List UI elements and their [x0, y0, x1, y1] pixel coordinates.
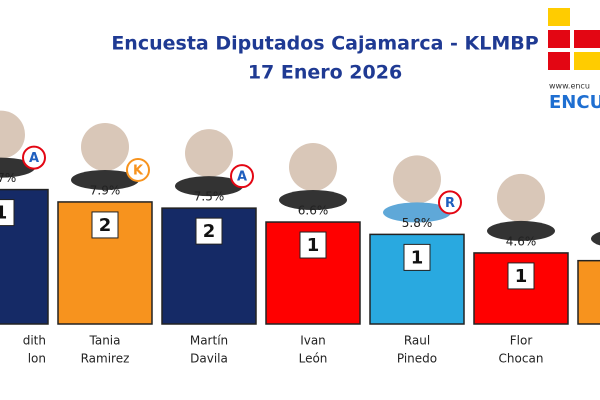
- seat-count: 2: [99, 215, 112, 236]
- value-label: 7.9%: [90, 183, 121, 197]
- seat-count: 2: [203, 221, 216, 242]
- chart-title: Encuesta Diputados Cajamarca - KLMBP: [111, 33, 538, 55]
- x-tick-label: Ivan: [300, 334, 326, 348]
- seat-count: 1: [515, 266, 528, 287]
- party-badge: [230, 164, 254, 189]
- candidate-photo: [289, 143, 337, 192]
- candidate-body: [383, 202, 451, 223]
- seat-count: 1: [0, 203, 7, 224]
- x-tick-label: dith: [23, 334, 46, 348]
- candidate-body: [175, 176, 243, 197]
- candidate-photo: [497, 173, 545, 222]
- x-tick-label: Tania: [89, 334, 121, 348]
- logo-block: [574, 52, 600, 70]
- logo-url: www.encu: [549, 82, 590, 91]
- party-badge-label: R: [445, 196, 455, 211]
- x-tick-label: Martín: [190, 334, 228, 348]
- party-badge: [438, 190, 462, 215]
- x-tick-label: Davila: [190, 352, 228, 366]
- x-tick-label: Chocan: [499, 352, 544, 366]
- value-label: 6.6%: [298, 204, 329, 218]
- seat-box: [507, 262, 535, 290]
- seat-box: [91, 211, 119, 239]
- x-tick-label: León: [299, 352, 328, 366]
- party-badge-label: K: [133, 163, 144, 178]
- party-badge-label: A: [29, 151, 39, 166]
- logo-block: [548, 8, 570, 26]
- candidate-photo: [0, 110, 25, 159]
- candidate-body: [71, 169, 139, 190]
- logo: www.encu ENCU: [548, 8, 600, 113]
- seat-count: 1: [411, 247, 424, 268]
- seat-box: [195, 217, 223, 245]
- bar: [577, 259, 600, 325]
- bar: [57, 201, 153, 325]
- party-badge: [22, 145, 46, 170]
- seat-count: 1: [307, 235, 320, 256]
- candidate-body: [591, 231, 600, 246]
- x-tick-label: Flor: [510, 334, 533, 348]
- seat-box: [403, 243, 431, 271]
- candidate-photo: [393, 155, 441, 204]
- x-tick-label: lon: [28, 352, 46, 366]
- value-label: 8.7%: [0, 171, 16, 185]
- logo-block: [548, 30, 570, 48]
- logo-text: ENCU: [549, 92, 600, 113]
- seat-box: [299, 231, 327, 259]
- chart-subtitle: 17 Enero 2026: [248, 62, 402, 84]
- value-label: 5.8%: [402, 216, 433, 230]
- value-label: 7.5%: [194, 190, 225, 204]
- x-tick-label: Ramirez: [81, 352, 130, 366]
- party-badge-label: A: [237, 170, 247, 185]
- value-label: 4.6%: [506, 234, 537, 248]
- seat-box: [0, 199, 15, 227]
- logo-block: [548, 52, 570, 70]
- logo-block: [574, 30, 600, 48]
- x-tick-label: Raul: [404, 334, 430, 348]
- candidate-body: [279, 190, 347, 211]
- candidate-photo: [81, 122, 129, 171]
- candidate-body: [487, 220, 555, 241]
- candidate-photo: [185, 129, 233, 178]
- x-tick-label: Pinedo: [397, 352, 437, 366]
- party-badge: [126, 157, 150, 182]
